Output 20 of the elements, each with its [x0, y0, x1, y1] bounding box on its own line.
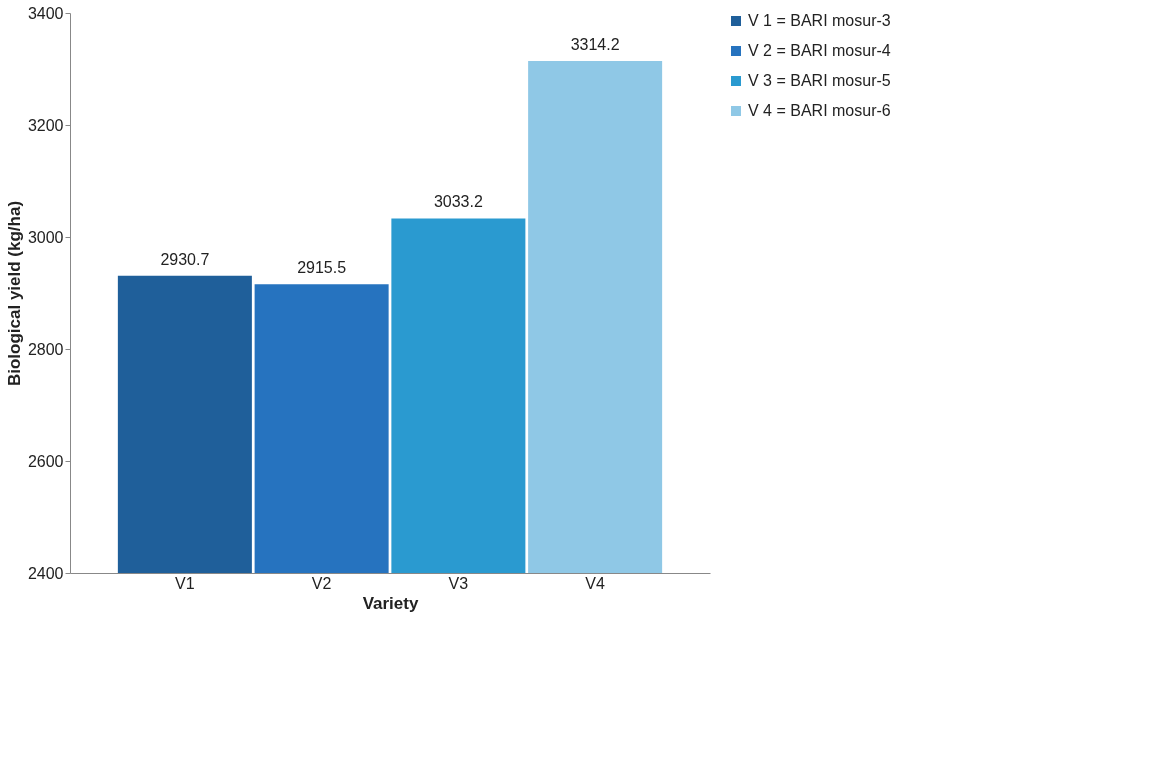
- x-tick-label: V1: [175, 574, 195, 592]
- y-tick-label: 3000: [27, 228, 64, 246]
- legend-label: V 4 = BARI mosur-6: [748, 102, 891, 119]
- y-tick-label: 3400: [27, 4, 64, 22]
- y-tick-label: 2600: [27, 452, 64, 470]
- data-label: 2915.5: [297, 259, 347, 277]
- x-tick-label: V4: [585, 574, 606, 592]
- y-tick-label: 2800: [27, 340, 64, 358]
- y-axis-title: Biological yield (kg/ha): [4, 200, 24, 387]
- data-label: 3033.2: [433, 193, 483, 211]
- legend-label: V 2 = BARI mosur-4: [748, 42, 891, 59]
- legend-label: V 1 = BARI mosur-3: [748, 12, 891, 29]
- data-label: 3314.2: [570, 36, 620, 54]
- x-tick-label: V2: [311, 574, 332, 592]
- x-tick-label: V3: [448, 574, 469, 592]
- y-tick-label: 3200: [27, 116, 64, 134]
- y-tick-label: 2400: [27, 564, 64, 582]
- data-label: 2930.7: [160, 250, 210, 268]
- x-axis-title: Variety: [362, 593, 419, 613]
- legend-label: V 3 = BARI mosur-5: [748, 72, 891, 89]
